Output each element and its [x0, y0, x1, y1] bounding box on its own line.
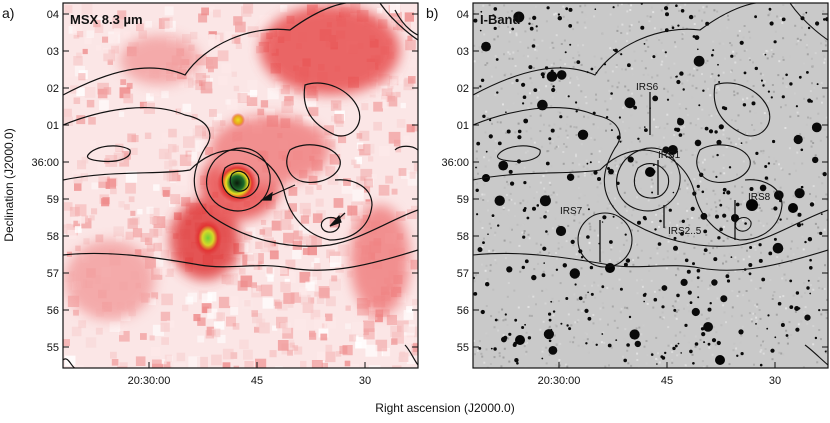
y-tick-label: 58 [457, 231, 469, 243]
panel-a-title: MSX 8.3 µm [70, 12, 143, 27]
panel-b: b) I-Band IRS6 IRS1 IRS7 IRS2..5 IRS8 04… [426, 2, 830, 387]
x-tick-label: 45 [661, 375, 673, 387]
y-tick-label: 02 [47, 83, 59, 95]
x-tick-label: 45 [251, 375, 263, 387]
panel-a: a) MSX 8.3 µm 04 03 02 01 36:00 59 58 57 56 55 20… [2, 2, 430, 387]
source-label-irs2-5: IRS2..5 [668, 226, 702, 237]
y-tick-label: 01 [47, 120, 59, 132]
x-axis-label: Right ascension (J2000.0) [375, 401, 514, 415]
y-tick-label: 02 [457, 83, 469, 95]
y-tick-label: 03 [47, 46, 59, 58]
source-label-irs7: IRS7 [560, 206, 583, 217]
x-tick-label: 20:30:00 [538, 375, 581, 387]
y-tick-label: 59 [457, 194, 469, 206]
y-tick-label: 03 [457, 46, 469, 58]
y-tick-label: 04 [47, 9, 59, 21]
y-tick-label: 55 [457, 342, 469, 354]
panel-a-tag: a) [2, 5, 14, 21]
y-tick-label: 01 [457, 120, 469, 132]
source-label-irs8: IRS8 [748, 192, 771, 203]
y-tick-label: 55 [47, 342, 59, 354]
small-source [231, 113, 245, 127]
y-tick-label: 57 [457, 268, 469, 280]
x-tick-label: 20:30:00 [128, 375, 171, 387]
y-tick-label: 36:00 [31, 157, 59, 169]
panel-b-title: I-Band [480, 12, 521, 27]
y-tick-label: 36:00 [441, 157, 469, 169]
source-label-irs1: IRS1 [658, 150, 681, 161]
y-tick-label: 56 [47, 305, 59, 317]
panel-b-tag: b) [426, 5, 438, 21]
secondary-source [194, 220, 222, 256]
y-tick-label: 59 [47, 194, 59, 206]
x-tick-label: 30 [769, 375, 781, 387]
source-label-irs6: IRS6 [636, 82, 659, 93]
y-axis-label: Declination (J2000.0) [2, 128, 16, 241]
y-tick-label: 58 [47, 231, 59, 243]
y-tick-label: 56 [457, 305, 469, 317]
x-tick-label: 30 [359, 375, 371, 387]
y-tick-label: 57 [47, 268, 59, 280]
panel-b-background [473, 3, 828, 368]
y-tick-label: 04 [457, 9, 469, 21]
